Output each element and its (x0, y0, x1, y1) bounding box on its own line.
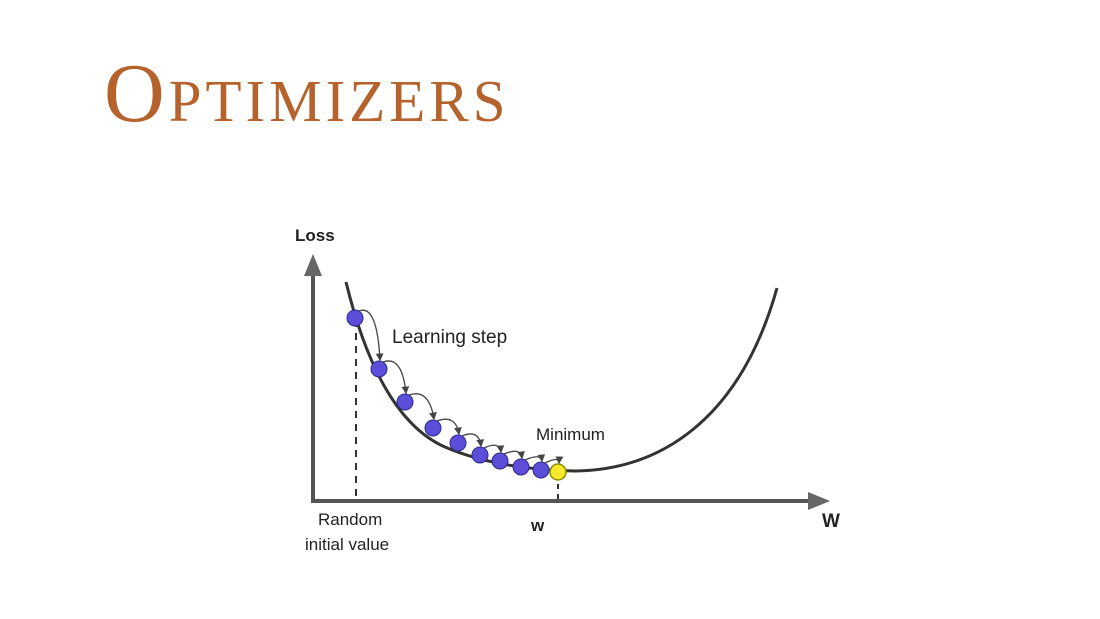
learning-step-arrow (408, 393, 437, 421)
descent-step-point (424, 419, 442, 437)
learning-step-label: Learning step (392, 327, 507, 348)
learning-step-arrow (503, 450, 525, 460)
minimum-point (549, 463, 567, 481)
learning-step-arrow (358, 309, 384, 362)
learning-step-arrow (544, 456, 564, 465)
y-axis-arrowhead (304, 254, 322, 276)
minimum-label: Minimum (536, 425, 605, 444)
slide-title: Optimizers (104, 47, 510, 140)
x-axis-label: W (822, 511, 840, 532)
y-axis-label: Loss (295, 226, 335, 245)
learning-step-arrow (436, 418, 462, 436)
learning-step-arrow (461, 433, 485, 448)
learning-step-arrow (483, 444, 505, 454)
descent-step-point (346, 309, 364, 327)
descent-step-point (491, 452, 509, 470)
x-axis-arrowhead (808, 492, 830, 510)
optimum-tick-label: w (530, 516, 545, 535)
descent-step-point (532, 461, 550, 479)
descent-step-point (449, 434, 467, 452)
descent-step-point (396, 393, 414, 411)
descent-step-point (512, 458, 530, 476)
learning-step-arrow (382, 360, 410, 395)
learning-step-arrows (358, 309, 564, 465)
initial-value-label-line1: Random (318, 510, 382, 529)
descent-step-point (471, 446, 489, 464)
learning-step-arrow (524, 454, 546, 463)
descent-step-point (370, 360, 388, 378)
descent-steps (346, 309, 550, 479)
initial-value-label-line2: initial value (305, 535, 389, 554)
